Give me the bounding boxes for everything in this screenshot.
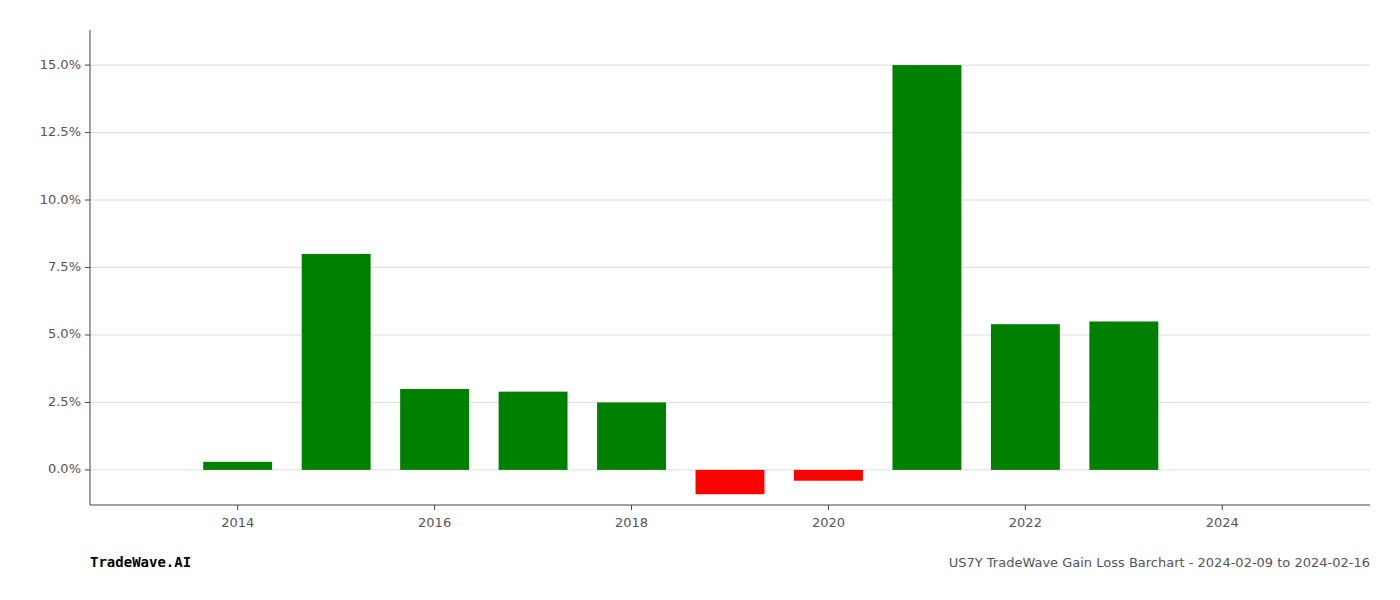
y-tick-label: 0.0% — [48, 461, 81, 476]
y-tick — [85, 132, 90, 133]
grid-line — [90, 65, 1370, 66]
bar — [794, 470, 863, 481]
x-tick-label: 2016 — [418, 515, 451, 530]
x-tick — [237, 505, 238, 510]
y-tick — [85, 334, 90, 335]
y-tick-label: 15.0% — [40, 57, 81, 72]
bar — [597, 402, 666, 469]
chart-container: 0.0% 2.5% 5.0% 7.5% 10.0% 12.5% 15.0% 2014 2016 2… — [0, 0, 1400, 600]
x-tick — [434, 505, 435, 510]
grid-line — [90, 132, 1370, 133]
grid-line — [90, 267, 1370, 268]
grid-line — [90, 402, 1370, 403]
bar — [499, 392, 568, 470]
bar — [302, 254, 371, 470]
x-tick — [631, 505, 632, 510]
bar — [400, 389, 469, 470]
y-tick-label: 5.0% — [48, 326, 81, 341]
bar — [991, 324, 1060, 470]
y-tick-label: 7.5% — [48, 259, 81, 274]
y-tick — [85, 469, 90, 470]
bars — [203, 65, 1158, 494]
grid — [90, 65, 1370, 470]
grid-line — [90, 334, 1370, 335]
x-tick-label: 2024 — [1206, 515, 1239, 530]
chart-svg: 0.0% 2.5% 5.0% 7.5% 10.0% 12.5% 15.0% 2014 2016 2… — [0, 0, 1400, 600]
grid-line — [90, 200, 1370, 201]
axes: 0.0% 2.5% 5.0% 7.5% 10.0% 12.5% 15.0% 2014 2016 2… — [40, 30, 1370, 530]
x-tick-label: 2022 — [1009, 515, 1042, 530]
y-tick-label: 2.5% — [48, 394, 81, 409]
bar — [1089, 321, 1158, 469]
bar — [203, 462, 272, 470]
y-tick — [85, 65, 90, 66]
x-tick — [1025, 505, 1026, 510]
title: US7Y TradeWave Gain Loss Barchart - 2024… — [949, 555, 1370, 570]
watermark: TradeWave.AI — [90, 554, 191, 570]
x-tick — [828, 505, 829, 510]
y-tick — [85, 267, 90, 268]
x-tick-label: 2014 — [221, 515, 254, 530]
y-tick-label: 12.5% — [40, 124, 81, 139]
y-tick — [85, 200, 90, 201]
x-tick-label: 2018 — [615, 515, 648, 530]
y-tick — [85, 402, 90, 403]
x-tick — [1222, 505, 1223, 510]
x-tick-label: 2020 — [812, 515, 845, 530]
x-axis-line — [90, 505, 1370, 506]
bar — [892, 65, 961, 470]
y-tick-label: 10.0% — [40, 192, 81, 207]
bar — [696, 470, 765, 494]
